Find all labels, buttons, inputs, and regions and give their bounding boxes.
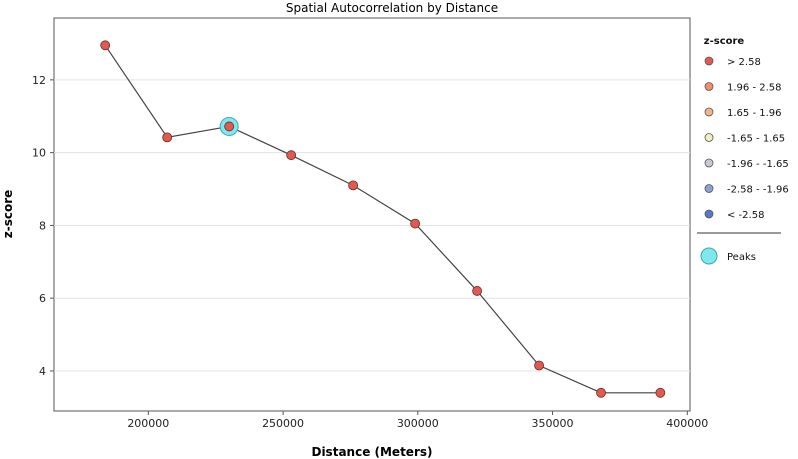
legend-label: 1.65 - 1.96 [727, 108, 782, 119]
x-tick-label: 250000 [262, 417, 304, 430]
grid-lines [54, 79, 690, 372]
y-axis-label: z-score [1, 190, 15, 239]
x-axis-label: Distance (Meters) [311, 445, 432, 459]
y-tick-label: 12 [32, 74, 46, 87]
y-tick-label: 4 [39, 365, 46, 378]
legend-items: > 2.58 1.96 - 2.58 1.65 - 1.96 -1.65 - 1.65… [704, 56, 789, 221]
legend-label: 1.96 - 2.58 [727, 83, 782, 94]
data-point [100, 40, 111, 51]
legend-marker [704, 107, 714, 117]
legend-marker [704, 184, 714, 193]
data-point [410, 218, 421, 229]
y-tick-label: 8 [39, 219, 46, 232]
legend-title: z-score [704, 36, 745, 47]
x-axis-ticks: 200000 250000 300000 350000 400000 [127, 411, 708, 430]
y-tick-label: 6 [39, 292, 46, 305]
data-point [348, 180, 359, 191]
series-layer [100, 40, 666, 398]
data-point [286, 150, 297, 161]
data-point [655, 387, 666, 398]
legend-label: > 2.58 [727, 57, 761, 68]
legend-label: -1.96 - -1.65 [727, 159, 789, 170]
data-point [162, 132, 173, 143]
legend-peaks-label: Peaks [727, 252, 756, 263]
legend-marker [704, 82, 714, 91]
x-tick-label: 300000 [397, 417, 439, 430]
legend-peaks-marker [700, 247, 718, 265]
data-point [224, 121, 235, 132]
data-point [534, 360, 544, 371]
plot-area [53, 17, 691, 412]
chart-title: Spatial Autocorrelation by Distance [286, 1, 498, 15]
legend-marker [704, 209, 714, 219]
data-point [472, 286, 483, 296]
legend-marker [704, 133, 714, 142]
series-line [104, 44, 661, 394]
x-tick-label: 200000 [127, 417, 169, 430]
legend-marker [704, 158, 714, 168]
data-point [596, 387, 606, 398]
x-tick-label: 400000 [666, 417, 708, 430]
legend: z-score > 2.58 1.96 - 2.58 1.65 - 1.96 -1.6… [697, 36, 789, 265]
y-tick-label: 10 [32, 147, 46, 160]
y-axis-ticks: 4 6 8 10 12 [32, 74, 54, 378]
legend-label: -2.58 - -1.96 [727, 185, 789, 196]
legend-marker [704, 56, 714, 66]
legend-label: -1.65 - 1.65 [727, 134, 785, 145]
legend-label: < -2.58 [727, 210, 764, 221]
x-tick-label: 350000 [532, 417, 574, 430]
